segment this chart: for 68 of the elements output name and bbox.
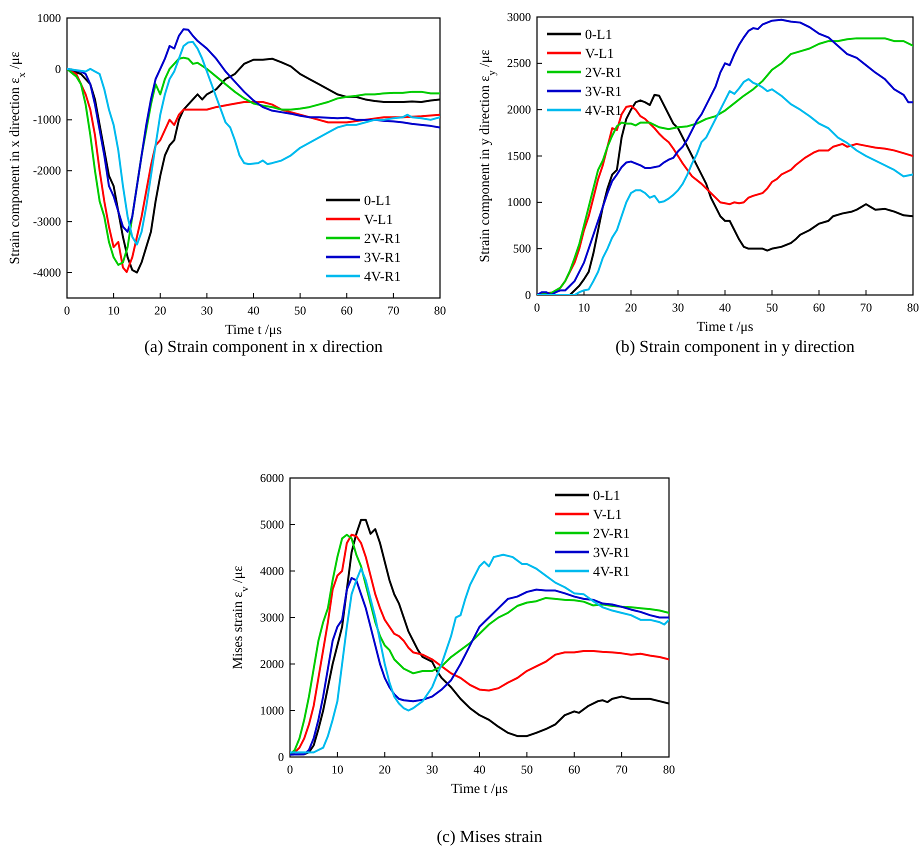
y-tick-label: 6000 [260, 470, 284, 485]
y-tick-label: 2000 [507, 102, 531, 117]
y-tick-label: 500 [513, 242, 531, 256]
x-tick-label: 80 [663, 762, 675, 777]
x-tick-label: 10 [331, 762, 344, 777]
x-axis-title: Time t /μs [225, 323, 282, 338]
y-tick-label: 1500 [507, 148, 531, 163]
y-tick-label: -2000 [33, 164, 61, 178]
legend-label: V-L1 [585, 47, 614, 62]
x-axis-title: Time t /μs [451, 782, 508, 797]
x-tick-label: 40 [474, 762, 486, 777]
x-axis-title: Time t /μs [696, 320, 754, 335]
legend-label: V-L1 [364, 213, 394, 228]
x-tick-label: 40 [719, 300, 731, 315]
y-tick-label: 3000 [260, 610, 284, 624]
legend-label: 2V-R1 [364, 232, 401, 247]
x-tick-label: 30 [672, 300, 684, 315]
x-tick-label: 60 [813, 300, 825, 315]
x-tick-label: 70 [616, 762, 628, 777]
x-tick-label: 10 [578, 300, 590, 315]
x-tick-label: 50 [294, 304, 306, 318]
legend-label: 4V-R1 [585, 104, 622, 119]
legend-label: 2V-R1 [585, 66, 622, 81]
legend-label: 4V-R1 [593, 565, 630, 580]
y-tick-label: 1000 [507, 195, 531, 210]
y-tick-label: 0 [278, 750, 284, 764]
y-tick-label: 0 [525, 288, 531, 302]
x-tick-label: 0 [287, 762, 293, 777]
x-tick-label: 30 [200, 304, 213, 318]
x-tick-label: 50 [520, 762, 533, 777]
x-tick-label: 40 [248, 304, 260, 318]
y-tick-label: -4000 [33, 265, 61, 280]
x-tick-label: 70 [387, 304, 400, 318]
y-tick-label: 1000 [260, 703, 284, 718]
x-tick-label: 20 [154, 304, 166, 318]
legend-label: 0-L1 [593, 489, 620, 504]
text: (c) Mises strain [436, 827, 543, 846]
x-tick-label: 80 [907, 300, 919, 315]
y-tick-label: 2500 [507, 56, 531, 70]
x-tick-label: 20 [625, 300, 637, 315]
y-tick-label: -1000 [33, 112, 61, 127]
x-tick-label: 30 [426, 762, 438, 777]
legend-label: 3V-R1 [593, 546, 630, 561]
x-tick-label: 70 [860, 300, 872, 315]
x-tick-label: 60 [340, 304, 353, 318]
legend-label: 3V-R1 [585, 85, 622, 100]
x-tick-label: 20 [378, 762, 391, 777]
legend-label: 0-L1 [585, 28, 612, 43]
legend-label: 0-L1 [364, 194, 392, 209]
y-tick-label: 4000 [260, 564, 284, 578]
x-tick-label: 0 [534, 300, 540, 315]
x-tick-label: 60 [568, 762, 580, 777]
text: (a) Strain component in x direction [144, 337, 384, 356]
x-tick-label: 10 [108, 304, 120, 318]
x-tick-label: 0 [64, 304, 70, 318]
legend-label: 4V-R1 [364, 270, 401, 285]
legend-label: 2V-R1 [593, 527, 630, 542]
x-tick-label: 50 [766, 300, 778, 315]
legend-label: 3V-R1 [364, 251, 401, 266]
y-tick-label: 2000 [260, 656, 284, 671]
x-tick-label: 80 [434, 304, 446, 318]
y-tick-label: 5000 [260, 517, 284, 532]
y-tick-label: -3000 [33, 214, 61, 228]
text: (b) Strain component in y direction [615, 337, 856, 356]
legend-label: V-L1 [593, 508, 622, 523]
y-tick-label: 1000 [37, 10, 61, 25]
y-tick-label: 0 [55, 62, 61, 76]
y-tick-label: 3000 [507, 10, 531, 24]
